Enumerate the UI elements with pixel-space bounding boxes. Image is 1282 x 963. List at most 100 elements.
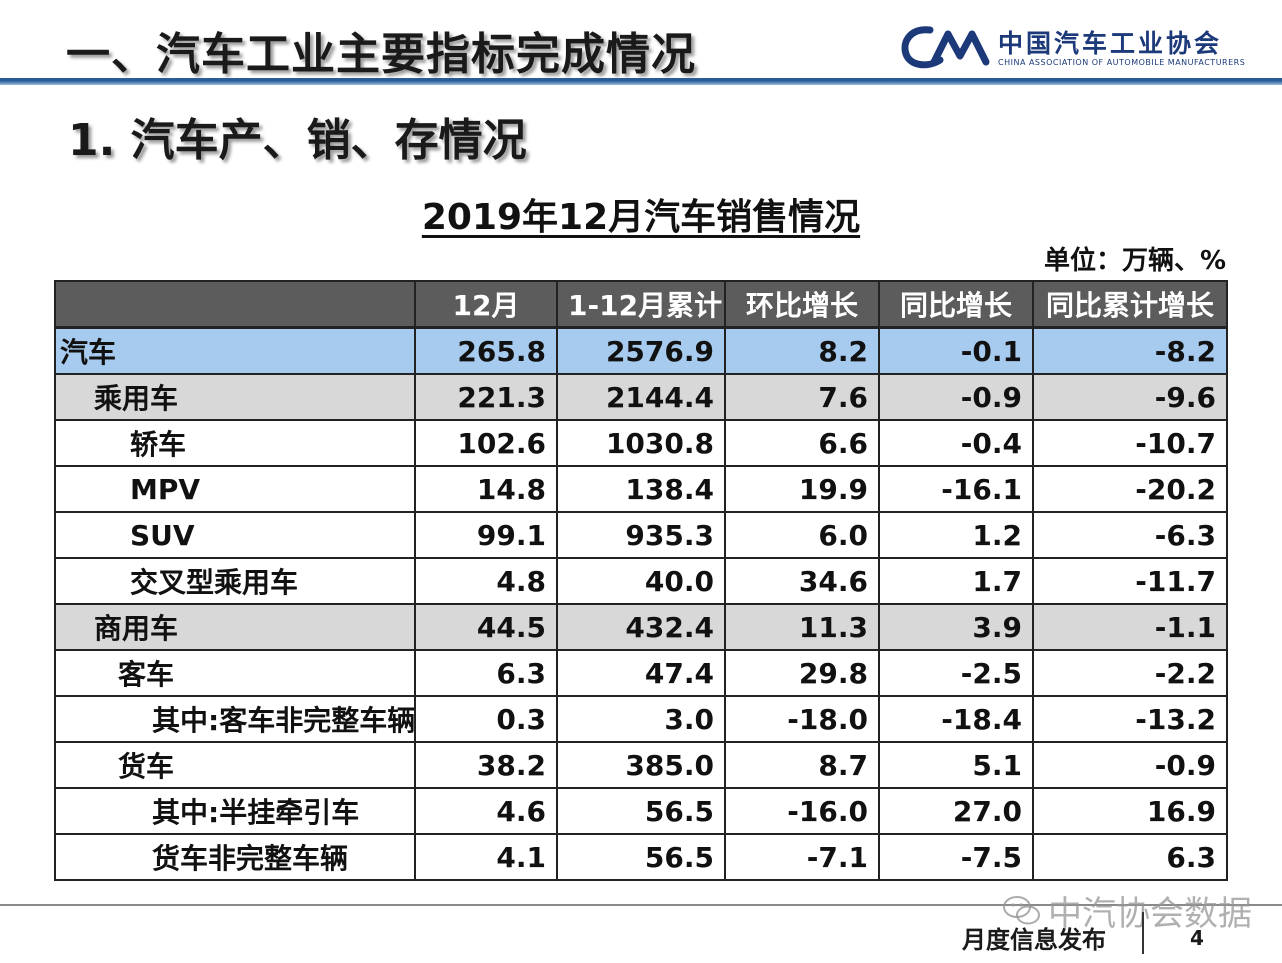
cell: -7.1 <box>724 833 880 881</box>
cell: 99.1 <box>414 511 558 559</box>
row-label: 货车 <box>54 741 416 789</box>
row-label: 客车 <box>54 649 416 697</box>
cell: -2.2 <box>1032 649 1228 697</box>
column-header-yoy: 同比增长 <box>878 280 1034 329</box>
row-label: 轿车 <box>54 419 416 467</box>
cell: -13.2 <box>1032 695 1228 743</box>
slide-title: 一、汽车工业主要指标完成情况 <box>66 29 696 80</box>
cell: 19.9 <box>724 465 880 513</box>
cell: -16.0 <box>724 787 880 835</box>
cell: 8.7 <box>724 741 880 789</box>
section-title: 1. 汽车产、销、存情况 <box>68 115 527 166</box>
cell: 3.9 <box>878 603 1034 651</box>
cell: -6.3 <box>1032 511 1228 559</box>
table-title-text: 2019年12月汽车销售情况 <box>421 197 861 238</box>
cell: 6.3 <box>414 649 558 697</box>
table-row: 货车非完整车辆 4.1 56.5 -7.1 -7.5 6.3 <box>54 833 1228 881</box>
footer-rule <box>0 904 1282 906</box>
cell: 8.2 <box>724 326 880 375</box>
cell: 2576.9 <box>556 326 726 375</box>
row-label: 其中:客车非完整车辆 <box>54 695 416 743</box>
cell: -0.9 <box>1032 741 1228 789</box>
cell: 44.5 <box>414 603 558 651</box>
column-header-ytd-yoy: 同比累计增长 <box>1032 280 1228 329</box>
cell: 40.0 <box>556 557 726 605</box>
cell: 38.2 <box>414 741 558 789</box>
cell: -11.7 <box>1032 557 1228 605</box>
cell: -7.5 <box>878 833 1034 881</box>
logo-english-name: CHINA ASSOCIATION OF AUTOMOBILE MANUFACT… <box>998 58 1246 67</box>
cell: 4.8 <box>414 557 558 605</box>
sales-table: 12月 1-12月累计 环比增长 同比增长 同比累计增长 汽车 265.8 25… <box>54 280 1228 881</box>
table-header-row: 12月 1-12月累计 环比增长 同比增长 同比累计增长 <box>54 280 1228 329</box>
cell: 265.8 <box>414 326 558 375</box>
table-row: 乘用车 221.3 2144.4 7.6 -0.9 -9.6 <box>54 373 1228 421</box>
cell: 1030.8 <box>556 419 726 467</box>
cell: 16.9 <box>1032 787 1228 835</box>
table-row: 客车 6.3 47.4 29.8 -2.5 -2.2 <box>54 649 1228 697</box>
cell: -8.2 <box>1032 326 1228 375</box>
footer-divider <box>1142 912 1144 954</box>
cell: 56.5 <box>556 787 726 835</box>
cell: 6.3 <box>1032 833 1228 881</box>
cell: 2144.4 <box>556 373 726 421</box>
caam-logo: 中国汽车工业协会 CHINA ASSOCIATION OF AUTOMOBILE… <box>900 22 1270 72</box>
cell: 138.4 <box>556 465 726 513</box>
cell: 4.6 <box>414 787 558 835</box>
cell: -18.4 <box>878 695 1034 743</box>
table-row: 其中:半挂牵引车 4.6 56.5 -16.0 27.0 16.9 <box>54 787 1228 835</box>
cell: 221.3 <box>414 373 558 421</box>
cell: 29.8 <box>724 649 880 697</box>
header-rule <box>0 78 1282 85</box>
cell: -0.1 <box>878 326 1034 375</box>
page-number: 4 <box>1190 926 1204 950</box>
row-label: 其中:半挂牵引车 <box>54 787 416 835</box>
row-label: MPV <box>54 465 416 513</box>
column-header-december: 12月 <box>414 280 558 329</box>
table-row: 其中:客车非完整车辆 0.3 3.0 -18.0 -18.4 -13.2 <box>54 695 1228 743</box>
cell: -16.1 <box>878 465 1034 513</box>
cell: 6.6 <box>724 419 880 467</box>
table-title: 2019年12月汽车销售情况 <box>0 188 1282 240</box>
cell: 3.0 <box>556 695 726 743</box>
cell: 27.0 <box>878 787 1034 835</box>
row-label: SUV <box>54 511 416 559</box>
cell: 34.6 <box>724 557 880 605</box>
cell: 5.1 <box>878 741 1034 789</box>
logo-chinese-name: 中国汽车工业协会 <box>998 29 1223 58</box>
cell: 11.3 <box>724 603 880 651</box>
table-row: 汽车 265.8 2576.9 8.2 -0.1 -8.2 <box>54 326 1228 375</box>
cell: 6.0 <box>724 511 880 559</box>
cell: -10.7 <box>1032 419 1228 467</box>
row-label: 货车非完整车辆 <box>54 833 416 881</box>
row-label: 汽车 <box>54 326 416 375</box>
cell: 1.2 <box>878 511 1034 559</box>
cell: -1.1 <box>1032 603 1228 651</box>
table-row: MPV 14.8 138.4 19.9 -16.1 -20.2 <box>54 465 1228 513</box>
table-row: 商用车 44.5 432.4 11.3 3.9 -1.1 <box>54 603 1228 651</box>
cell: -2.5 <box>878 649 1034 697</box>
column-header-ytd: 1-12月累计 <box>556 280 726 329</box>
column-header <box>54 280 416 329</box>
cell: -0.9 <box>878 373 1034 421</box>
cell: 432.4 <box>556 603 726 651</box>
column-header-mom: 环比增长 <box>724 280 880 329</box>
unit-label: 单位：万辆、% <box>1043 246 1226 276</box>
cell: 47.4 <box>556 649 726 697</box>
cell: -20.2 <box>1032 465 1228 513</box>
row-label: 交叉型乘用车 <box>54 557 416 605</box>
row-label: 商用车 <box>54 603 416 651</box>
caam-logo-icon <box>901 26 990 69</box>
table-row: 轿车 102.6 1030.8 6.6 -0.4 -10.7 <box>54 419 1228 467</box>
table-row: 交叉型乘用车 4.8 40.0 34.6 1.7 -11.7 <box>54 557 1228 605</box>
row-label: 乘用车 <box>54 373 416 421</box>
cell: -0.4 <box>878 419 1034 467</box>
footer-label: 月度信息发布 <box>962 926 1106 954</box>
cell: 4.1 <box>414 833 558 881</box>
cell: -18.0 <box>724 695 880 743</box>
cell: 0.3 <box>414 695 558 743</box>
table-row: SUV 99.1 935.3 6.0 1.2 -6.3 <box>54 511 1228 559</box>
cell: 56.5 <box>556 833 726 881</box>
cell: -9.6 <box>1032 373 1228 421</box>
table-row: 货车 38.2 385.0 8.7 5.1 -0.9 <box>54 741 1228 789</box>
